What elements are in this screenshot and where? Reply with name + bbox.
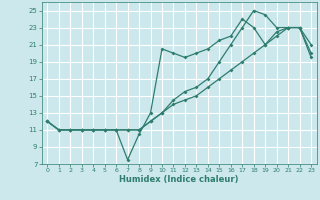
- X-axis label: Humidex (Indice chaleur): Humidex (Indice chaleur): [119, 175, 239, 184]
